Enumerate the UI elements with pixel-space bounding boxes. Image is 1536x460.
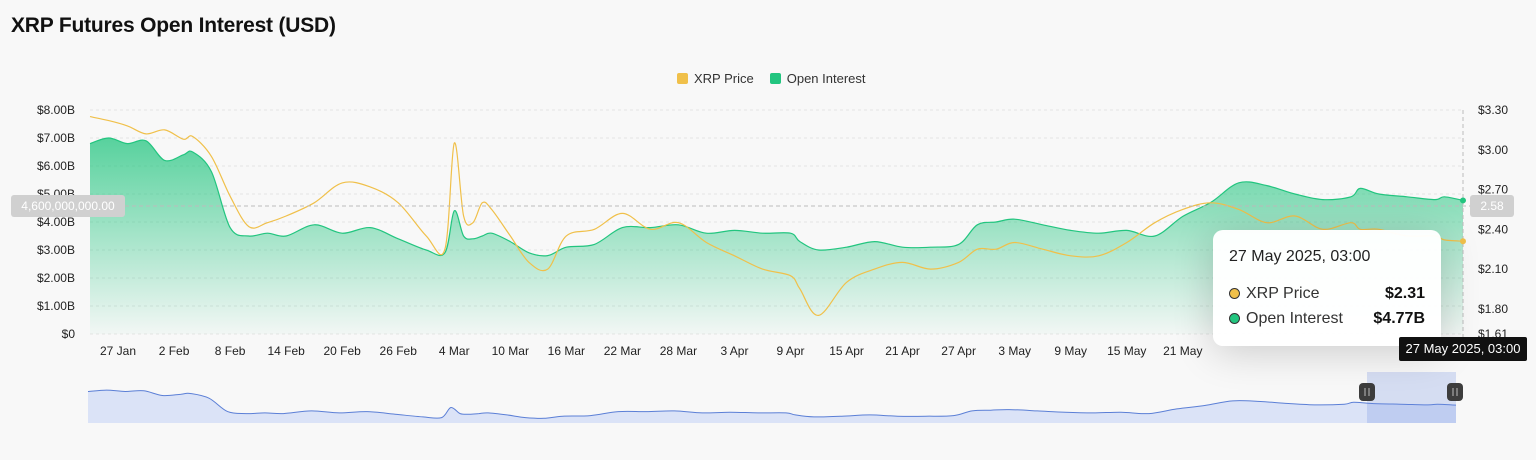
y-right-tick-label: $2.40 bbox=[1478, 222, 1508, 236]
navigator-area bbox=[88, 390, 1456, 423]
x-tick-label: 4 Mar bbox=[439, 344, 470, 358]
tooltip-label-open-interest: Open Interest bbox=[1246, 309, 1343, 327]
x-tick-label: 27 Apr bbox=[941, 344, 976, 358]
x-tick-label: 3 Apr bbox=[720, 344, 748, 358]
crosshair-date-label: 27 May 2025, 03:00 bbox=[1399, 337, 1527, 361]
x-tick-label: 26 Feb bbox=[380, 344, 418, 358]
handle-grip-body bbox=[1359, 383, 1375, 401]
open-interest-hover-point bbox=[1460, 197, 1466, 204]
tooltip-dot-price bbox=[1229, 288, 1240, 299]
tooltip-row-price: XRP Price $2.31 bbox=[1229, 281, 1425, 306]
x-tick-label: 27 Jan bbox=[100, 344, 136, 358]
y-left-tick-label: $4.00B bbox=[37, 215, 75, 229]
open-interest-area bbox=[90, 138, 1463, 334]
y-left-tick-label: $0 bbox=[62, 327, 76, 341]
y-left-tick-label: $2.00B bbox=[37, 271, 75, 285]
x-tick-label: 14 Feb bbox=[267, 344, 305, 358]
legend-swatch-price bbox=[677, 73, 688, 84]
legend-label-open-interest: Open Interest bbox=[786, 71, 866, 86]
x-tick-label: 20 Feb bbox=[324, 344, 362, 358]
y-left-tick-label: $8.00B bbox=[37, 103, 75, 117]
crosshair-right-value: 2.58 bbox=[1470, 195, 1514, 217]
y-left-tick-label: $3.00B bbox=[37, 243, 75, 257]
handle-grip-body bbox=[1447, 383, 1463, 401]
x-tick-label: 16 Mar bbox=[548, 344, 585, 358]
navigator-selection bbox=[1367, 372, 1456, 423]
y-right-tick-label: $1.80 bbox=[1478, 302, 1508, 316]
x-tick-label: 3 May bbox=[998, 344, 1031, 358]
x-tick-label: 9 May bbox=[1054, 344, 1087, 358]
x-tick-label: 15 May bbox=[1107, 344, 1146, 358]
x-tick-label: 8 Feb bbox=[215, 344, 246, 358]
price-hover-point bbox=[1460, 238, 1466, 245]
y-left-tick-label: $7.00B bbox=[37, 131, 75, 145]
navigator-handle-left[interactable] bbox=[1359, 383, 1375, 401]
x-tick-label: 9 Apr bbox=[776, 344, 804, 358]
navigator-handle-right[interactable] bbox=[1447, 383, 1463, 401]
legend-item-open-interest[interactable]: Open Interest bbox=[769, 71, 866, 86]
y-right-tick-label: $3.30 bbox=[1478, 103, 1508, 117]
tooltip-row-open-interest: Open Interest $4.77B bbox=[1229, 306, 1425, 331]
y-left-tick-label: $6.00B bbox=[37, 159, 75, 173]
y-left-tick-label: $1.00B bbox=[37, 299, 75, 313]
legend-item-price[interactable]: XRP Price bbox=[677, 71, 754, 86]
page-title: XRP Futures Open Interest (USD) bbox=[11, 14, 336, 37]
chart-tooltip: 27 May 2025, 03:00 XRP Price $2.31 Open … bbox=[1213, 230, 1441, 346]
crosshair-left-value: 4,600,000,000.00 bbox=[11, 195, 125, 217]
tooltip-label-price: XRP Price bbox=[1246, 284, 1320, 302]
x-tick-label: 22 Mar bbox=[604, 344, 641, 358]
x-tick-label: 2 Feb bbox=[159, 344, 190, 358]
x-tick-label: 15 Apr bbox=[829, 344, 864, 358]
navigator-line bbox=[87, 389, 1457, 419]
x-tick-label: 10 Mar bbox=[492, 344, 529, 358]
x-tick-label: 21 May bbox=[1163, 344, 1202, 358]
y-right-tick-label: $2.10 bbox=[1478, 262, 1508, 276]
legend-label-price: XRP Price bbox=[694, 71, 754, 86]
y-right-tick-label: $2.70 bbox=[1478, 183, 1508, 197]
x-tick-label: 28 Mar bbox=[660, 344, 697, 358]
tooltip-dot-open-interest bbox=[1229, 313, 1240, 324]
x-tick-label: 21 Apr bbox=[885, 344, 920, 358]
y-right-tick-label: $3.00 bbox=[1478, 143, 1508, 157]
legend-swatch-open-interest bbox=[769, 73, 781, 84]
open-interest-line bbox=[89, 137, 1464, 257]
tooltip-date: 27 May 2025, 03:00 bbox=[1229, 248, 1371, 265]
tooltip-value-open-interest: $4.77B bbox=[1373, 309, 1425, 327]
tooltip-value-price: $2.31 bbox=[1384, 284, 1425, 302]
chart-legend: XRP Price Open Interest bbox=[677, 71, 866, 86]
